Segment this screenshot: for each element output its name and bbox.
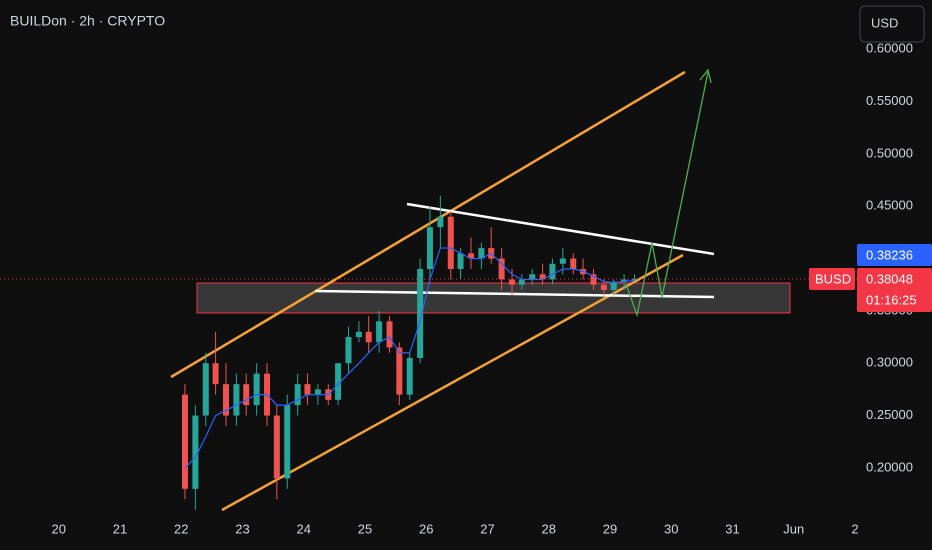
candle-body bbox=[253, 373, 260, 406]
x-tick-label: 21 bbox=[113, 521, 127, 536]
candle-body bbox=[181, 394, 188, 489]
y-tick-label: 0.60000 bbox=[866, 41, 913, 56]
candle-body bbox=[600, 284, 607, 290]
candle-body bbox=[243, 384, 250, 406]
projection-path bbox=[625, 71, 709, 318]
candle-body bbox=[509, 279, 516, 285]
x-tick-label: 29 bbox=[603, 521, 617, 536]
support-zone bbox=[196, 282, 791, 314]
y-tick-label: 0.30000 bbox=[866, 355, 913, 370]
candle-body bbox=[457, 253, 464, 270]
annotations bbox=[170, 68, 791, 512]
triangle-upper bbox=[406, 202, 715, 256]
candle-body bbox=[437, 216, 444, 228]
candle-body bbox=[192, 415, 199, 489]
x-tick-label: Jun bbox=[783, 521, 804, 536]
candle-body bbox=[212, 363, 219, 385]
candle-body bbox=[202, 363, 209, 416]
candle-body bbox=[386, 321, 393, 348]
last-price: 0.38048 bbox=[866, 271, 913, 286]
candle-body bbox=[467, 253, 474, 259]
symbol-label: BUSD bbox=[815, 271, 851, 286]
candle-body bbox=[426, 227, 433, 270]
currency-button[interactable] bbox=[859, 5, 925, 43]
moving-average bbox=[184, 247, 635, 469]
candle-body bbox=[233, 384, 240, 416]
candle-body bbox=[376, 321, 383, 343]
last-price-box bbox=[857, 268, 932, 312]
candle-body bbox=[549, 263, 556, 280]
candle-body bbox=[498, 258, 505, 280]
candle-body bbox=[518, 279, 525, 285]
candle-body bbox=[406, 357, 413, 395]
candle-body bbox=[284, 405, 291, 479]
candle-body bbox=[529, 274, 536, 280]
candle-body bbox=[304, 384, 311, 395]
candle-body bbox=[345, 337, 352, 364]
candle-body bbox=[447, 216, 454, 270]
countdown: 01:16:25 bbox=[866, 292, 917, 307]
x-tick-label: 24 bbox=[297, 521, 311, 536]
candle-body bbox=[417, 269, 424, 358]
x-tick-label: 28 bbox=[542, 521, 556, 536]
candle-body bbox=[273, 415, 280, 479]
y-tick-label: 0.55000 bbox=[866, 93, 913, 108]
y-tick-label: 0.25000 bbox=[866, 407, 913, 422]
channel-lower bbox=[221, 253, 684, 512]
candle-body bbox=[621, 279, 628, 282]
candle-body bbox=[539, 274, 546, 280]
x-tick-label: 22 bbox=[174, 521, 188, 536]
x-tick-label: 31 bbox=[725, 521, 739, 536]
candle-body bbox=[559, 258, 566, 264]
y-tick-label: 0.45000 bbox=[866, 198, 913, 213]
candle-body bbox=[610, 281, 617, 290]
candle-body bbox=[335, 363, 342, 400]
x-tick-label: 23 bbox=[235, 521, 249, 536]
candle-body bbox=[478, 248, 485, 259]
symbol-badge bbox=[809, 268, 855, 290]
x-tick-label: 30 bbox=[664, 521, 678, 536]
candle-body bbox=[396, 347, 403, 395]
candle-body bbox=[222, 384, 229, 416]
candle-body bbox=[365, 331, 372, 343]
currency-label[interactable]: USD bbox=[871, 15, 898, 30]
channel-upper bbox=[170, 70, 686, 379]
y-tick-label: 0.20000 bbox=[866, 459, 913, 474]
candle-body bbox=[570, 258, 577, 270]
other-price-box bbox=[857, 244, 932, 266]
other-price: 0.38236 bbox=[866, 247, 913, 262]
candle-body bbox=[355, 331, 362, 338]
triangle-lower bbox=[314, 289, 715, 299]
projection-arrow bbox=[699, 68, 712, 84]
candle-body bbox=[631, 278, 638, 280]
y-tick-label: 0.50000 bbox=[866, 145, 913, 160]
candle-body bbox=[294, 384, 301, 406]
x-tick-label: 2 bbox=[851, 521, 858, 536]
x-tick-label: 25 bbox=[358, 521, 372, 536]
x-tick-label: 27 bbox=[480, 521, 494, 536]
x-tick-label: 26 bbox=[419, 521, 433, 536]
candle-body bbox=[590, 274, 597, 285]
candle-body bbox=[314, 389, 321, 395]
symbol-title: BUILDon · 2h · CRYPTO bbox=[10, 13, 165, 29]
x-tick-label: 20 bbox=[52, 521, 66, 536]
